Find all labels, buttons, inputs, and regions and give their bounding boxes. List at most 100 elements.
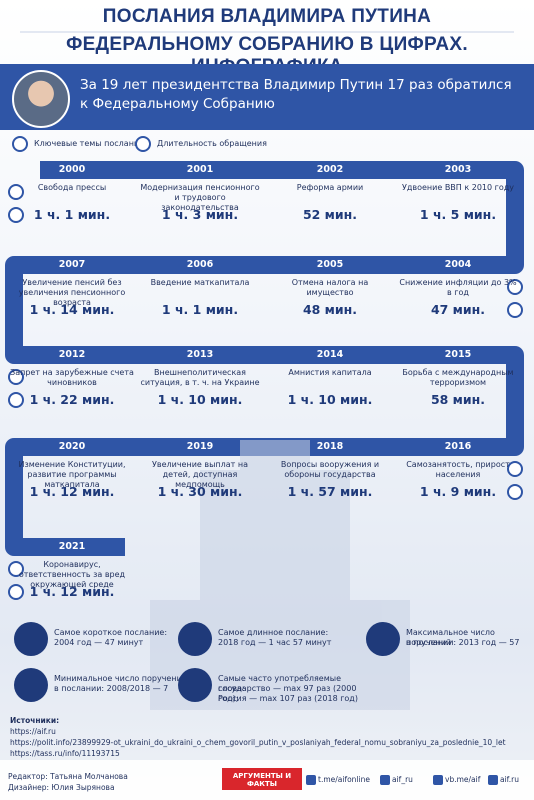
topic: Увеличение выплат на детей, доступная ме… xyxy=(152,460,248,489)
duration: 1 ч. 9 мин. xyxy=(419,484,497,499)
duration: 52 мин. xyxy=(302,207,358,222)
topic-icon xyxy=(12,136,28,152)
year: 2016 xyxy=(444,441,472,452)
topic: Увеличение пенсий без увеличения пенсион… xyxy=(18,278,126,307)
topic: Удвоение ВВП к 2010 году xyxy=(401,183,514,192)
duration: 1 ч. 12 мин. xyxy=(29,584,115,599)
source-link: https://tass.ru/info/11193715 xyxy=(10,749,120,758)
title: ПОСЛАНИЯ ВЛАДИМИРА ПУТИНА xyxy=(102,6,432,27)
year: 2007 xyxy=(58,259,86,270)
fact-icon xyxy=(178,622,212,656)
year: 2000 xyxy=(58,164,86,175)
social-link[interactable]: vb.me/aif xyxy=(445,775,481,784)
year: 2018 xyxy=(316,441,344,452)
topic: Введение маткапитала xyxy=(150,278,250,287)
duration: 1 ч. 5 мин. xyxy=(419,207,497,222)
fact-icon xyxy=(14,622,48,656)
topic-icon xyxy=(507,461,523,477)
year: 2006 xyxy=(186,259,214,270)
duration-icon xyxy=(507,302,523,318)
portrait xyxy=(12,70,70,128)
duration: 48 мин. xyxy=(302,302,358,317)
fact-icon xyxy=(14,668,48,702)
topic: Вопросы вооружения и обороны государства xyxy=(280,460,380,479)
intro-text: За 19 лет президентства Владимир Путин 1… xyxy=(80,77,512,112)
duration-icon xyxy=(8,584,24,600)
fact-label: Самые часто употребляемые слова: xyxy=(218,674,342,693)
year: 2002 xyxy=(316,164,344,175)
social-icon xyxy=(488,775,498,785)
social-link[interactable]: aif.ru xyxy=(500,775,519,784)
duration: 1 ч. 10 мин. xyxy=(157,392,243,407)
duration: 1 ч. 14 мин. xyxy=(29,302,115,317)
year: 2012 xyxy=(58,349,86,360)
editor: Редактор: Татьяна Молчанова xyxy=(8,772,128,781)
fact-icon xyxy=(178,668,212,702)
year: 2013 xyxy=(186,349,214,360)
topic: Снижение инфляции до 3% в год xyxy=(399,278,517,297)
sources-title: Источники: xyxy=(10,716,60,725)
topic-icon xyxy=(8,184,24,200)
duration-icon xyxy=(507,484,523,500)
social-icon xyxy=(380,775,390,785)
source-link: https://polit.info/23899929-ot_ukraini_d… xyxy=(10,738,506,747)
topic: Отмена налога на имущество xyxy=(291,278,369,297)
year: 2001 xyxy=(186,164,214,175)
social-link[interactable]: aif_ru xyxy=(392,775,413,784)
fact-value: Россия — max 107 раз (2018 год) xyxy=(218,694,358,703)
legend-item: Длительность обращения xyxy=(157,139,267,148)
duration-icon xyxy=(135,136,151,152)
duration-icon xyxy=(8,392,24,408)
year: 2005 xyxy=(316,259,344,270)
duration: 1 ч. 10 мин. xyxy=(287,392,373,407)
year: 2014 xyxy=(316,349,344,360)
brand: АРГУМЕНТЫ И ФАКТЫ xyxy=(232,772,292,788)
topic: Модернизация пенсионного и трудового зак… xyxy=(140,183,260,212)
duration: 1 ч. 57 мин. xyxy=(287,484,373,499)
year: 2004 xyxy=(444,259,472,270)
fact-label: Максимальное число поручений xyxy=(406,628,495,647)
fact-label: Самое короткое послание: xyxy=(54,628,168,637)
topic-icon xyxy=(507,279,523,295)
fact-value: государство — max 97 раз (2000 год); xyxy=(218,684,357,703)
year: 2020 xyxy=(58,441,86,452)
timeline-band xyxy=(5,161,524,556)
intro-band xyxy=(0,64,534,130)
duration-icon xyxy=(8,207,24,223)
source-link: https://aif.ru xyxy=(10,727,56,736)
topic: Внешнеполитическая ситуация, в т. ч. на … xyxy=(140,368,260,387)
topic: Запрет на зарубежные счета чиновников xyxy=(10,368,134,387)
topic: Самозанятость, прирост населения xyxy=(406,460,510,479)
year: 2015 xyxy=(444,349,472,360)
topic-icon xyxy=(8,561,24,577)
topic: Коронавирус, ответственность за вред окр… xyxy=(18,560,126,589)
year: 2019 xyxy=(186,441,214,452)
fact-label: Минимальное число поручений xyxy=(54,674,187,683)
duration: 1 ч. 22 мин. xyxy=(29,392,115,407)
legend-item: Ключевые темы послания xyxy=(34,139,144,148)
year: 2003 xyxy=(444,164,472,175)
fact-value: 2018 год — 1 час 57 минут xyxy=(218,638,332,647)
fact-value: 2004 год — 47 минут xyxy=(54,638,144,647)
duration: 1 ч. 30 мин. xyxy=(157,484,243,499)
duration: 1 ч. 1 мин. xyxy=(33,207,111,222)
topic: Реформа армии xyxy=(296,183,364,192)
duration: 1 ч. 3 мин. xyxy=(161,207,239,222)
duration: 1 ч. 1 мин. xyxy=(161,302,239,317)
designer: Дизайнер: Юлия Зырянова xyxy=(8,783,115,792)
social-icon xyxy=(433,775,443,785)
topic: Борьба с международным терроризмом xyxy=(402,368,514,387)
duration: 47 мин. xyxy=(430,302,486,317)
social-link[interactable]: t.me/aifonline xyxy=(318,775,370,784)
topic: Изменение Конституции, развитие программ… xyxy=(18,460,126,489)
fact-label: Самое длинное послание: xyxy=(218,628,329,637)
fact-icon xyxy=(366,622,400,656)
topic: Свобода прессы xyxy=(37,183,107,192)
duration: 1 ч. 12 мин. xyxy=(29,484,115,499)
duration: 58 мин. xyxy=(430,392,486,407)
fact-value: в послании: 2013 год — 57 xyxy=(406,638,520,647)
year: 2021 xyxy=(58,541,86,552)
brand-logo xyxy=(222,768,302,790)
